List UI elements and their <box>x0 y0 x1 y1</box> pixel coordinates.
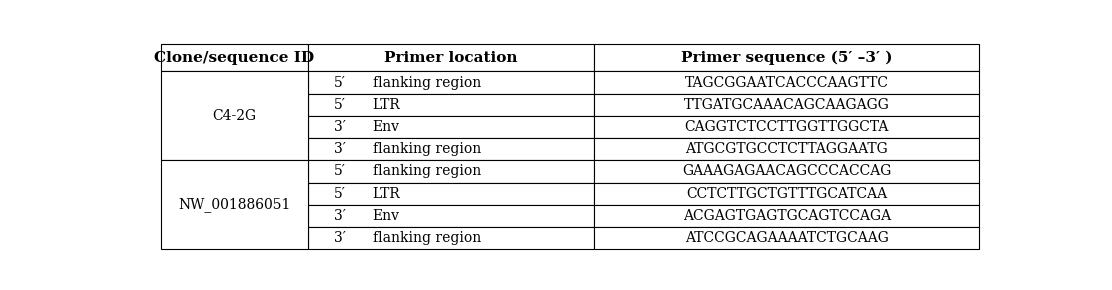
Text: ATCCGCAGAAAATCTGCAAG: ATCCGCAGAAAATCTGCAAG <box>685 231 888 245</box>
Text: Clone/sequence ID: Clone/sequence ID <box>155 50 315 65</box>
Text: 3′: 3′ <box>334 120 346 134</box>
Bar <box>308 116 595 138</box>
Text: 3′: 3′ <box>334 209 346 223</box>
Text: Env: Env <box>373 209 399 223</box>
Bar <box>595 138 980 160</box>
Bar <box>308 44 595 71</box>
Text: Env: Env <box>373 120 399 134</box>
Text: 5′: 5′ <box>334 187 346 201</box>
Bar <box>160 44 308 71</box>
Bar <box>595 160 980 182</box>
Bar <box>595 116 980 138</box>
Text: C4-2G: C4-2G <box>212 109 256 123</box>
Text: 5′: 5′ <box>334 164 346 178</box>
Bar <box>308 71 595 94</box>
Text: ATGCGTGCCTCTTAGGAATG: ATGCGTGCCTCTTAGGAATG <box>685 142 888 156</box>
Text: flanking region: flanking region <box>373 76 480 90</box>
Bar <box>160 160 308 249</box>
Bar <box>308 160 595 182</box>
Text: CCTCTTGCTGTTTGCATCAA: CCTCTTGCTGTTTGCATCAA <box>686 187 887 201</box>
Bar <box>595 205 980 227</box>
Bar <box>595 71 980 94</box>
Text: LTR: LTR <box>373 98 400 112</box>
Bar <box>308 138 595 160</box>
Text: GAAAGAGAACAGCCCACCAG: GAAAGAGAACAGCCCACCAG <box>682 164 892 178</box>
Text: 5′: 5′ <box>334 98 346 112</box>
Bar <box>595 227 980 249</box>
Bar <box>160 71 308 160</box>
Text: LTR: LTR <box>373 187 400 201</box>
Text: 5′: 5′ <box>334 76 346 90</box>
Text: 3′: 3′ <box>334 142 346 156</box>
Text: NW_001886051: NW_001886051 <box>178 197 290 212</box>
Text: flanking region: flanking region <box>373 142 480 156</box>
Text: TAGCGGAATCACCCAAGTTC: TAGCGGAATCACCCAAGTTC <box>685 76 888 90</box>
Bar <box>308 94 595 116</box>
Bar <box>595 44 980 71</box>
Text: Primer sequence (5′ –3′ ): Primer sequence (5′ –3′ ) <box>682 50 893 65</box>
Text: 3′: 3′ <box>334 231 346 245</box>
Text: Primer location: Primer location <box>385 50 518 65</box>
Bar <box>308 182 595 205</box>
Text: TTGATGCAAACAGCAAGAGG: TTGATGCAAACAGCAAGAGG <box>684 98 890 112</box>
Bar <box>595 94 980 116</box>
Text: flanking region: flanking region <box>373 164 480 178</box>
Text: CAGGTCTCCTTGGTTGGCTA: CAGGTCTCCTTGGTTGGCTA <box>685 120 890 134</box>
Bar <box>308 205 595 227</box>
Text: flanking region: flanking region <box>373 231 480 245</box>
Bar <box>595 182 980 205</box>
Text: ACGAGTGAGTGCAGTCCAGA: ACGAGTGAGTGCAGTCCAGA <box>683 209 891 223</box>
Bar <box>308 227 595 249</box>
